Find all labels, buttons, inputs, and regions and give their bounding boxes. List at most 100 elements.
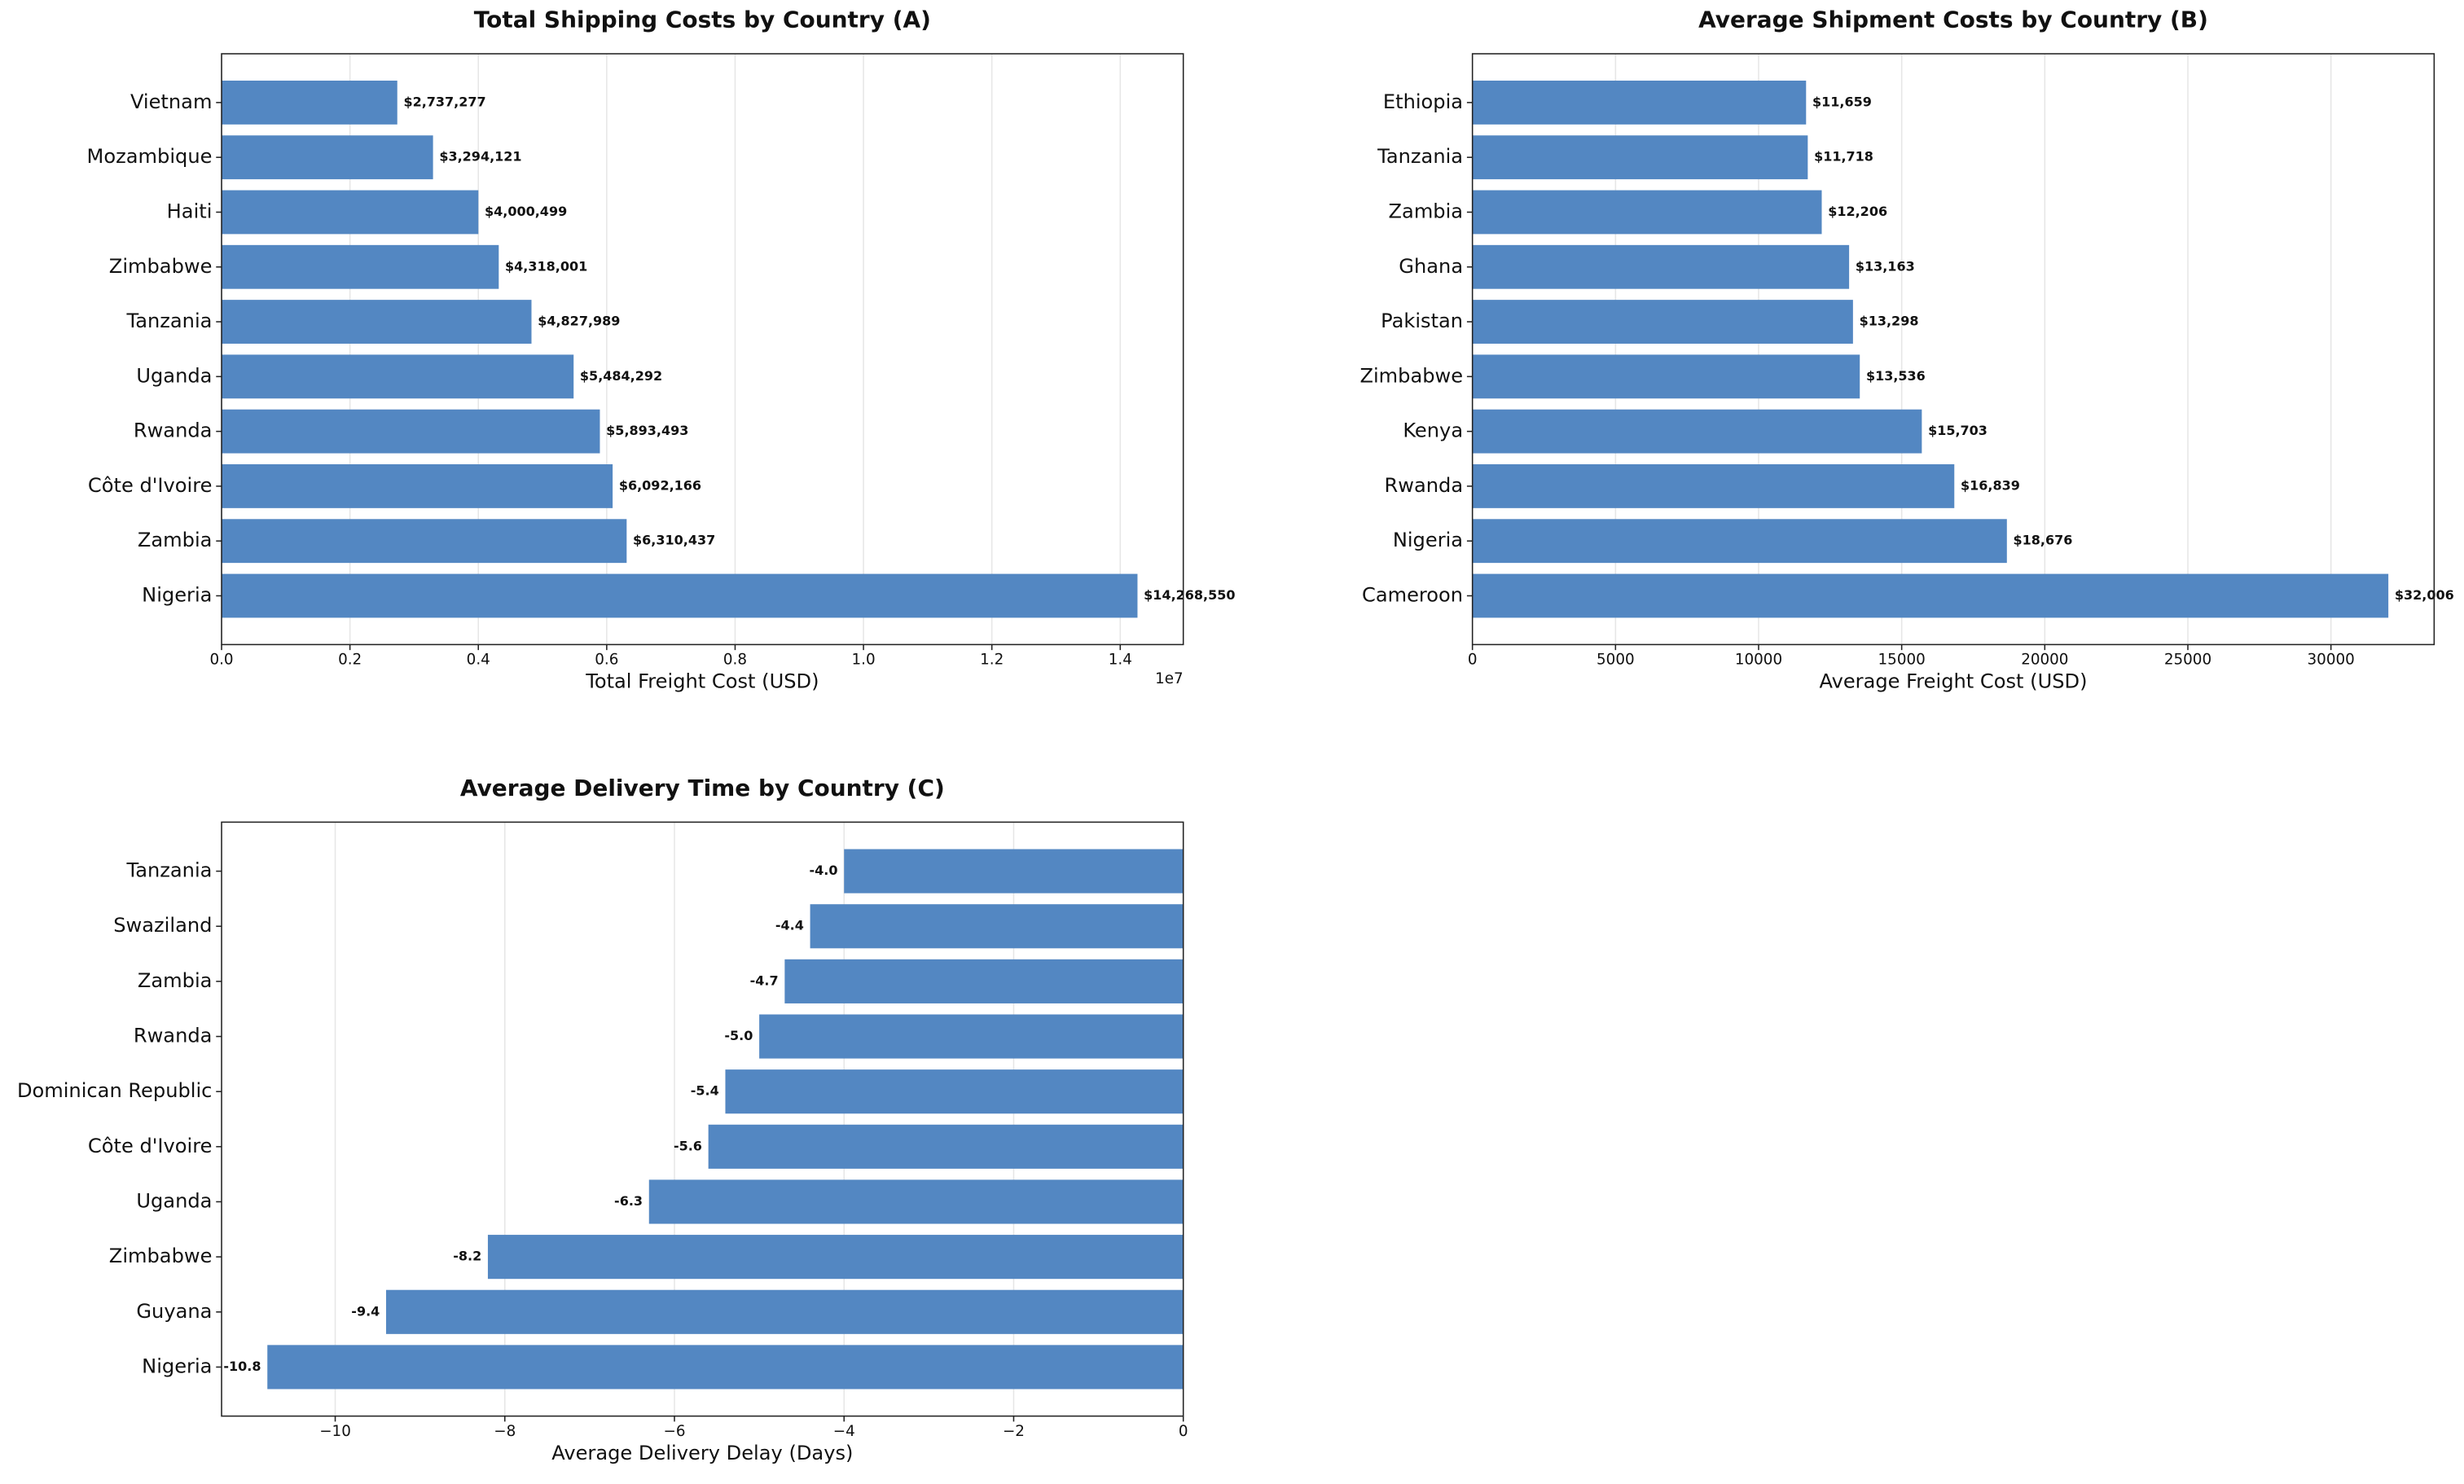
y-tick-label: Pakistan [1381,310,1463,332]
x-axis-label: Average Freight Cost (USD) [1820,670,2088,693]
value-label: $13,163 [1856,258,1915,274]
plot-frame [1471,53,2435,646]
value-label: -5.0 [724,1028,753,1043]
value-label: $11,659 [1812,94,1872,109]
value-label: -10.8 [223,1359,261,1374]
bar [725,1069,1184,1114]
bar [222,244,499,289]
y-tick-label: Haiti [167,200,213,222]
y-tick-label: Tanzania [1377,145,1463,168]
x-tick-label: 0.4 [467,652,490,669]
bar [222,300,532,344]
value-label: -8.2 [453,1249,481,1264]
value-label: -9.4 [351,1303,380,1319]
bar [1472,244,1850,289]
y-tick-label: Ghana [1399,255,1463,278]
value-label: $6,310,437 [633,533,715,548]
bar [222,80,397,125]
bar [1472,300,1853,344]
value-label: -5.6 [674,1138,702,1153]
value-label: $5,484,292 [580,368,662,384]
value-label: $14,268,550 [1144,587,1235,603]
bar [1472,80,1807,125]
y-tick-label: Kenya [1403,419,1463,442]
bar [222,409,600,454]
y-tick-label: Vietnam [130,90,213,113]
x-tick-label: 0.0 [209,652,233,669]
value-label: $2,737,277 [403,94,485,109]
x-tick-label: −8 [494,1423,516,1440]
y-tick-label: Zimbabwe [109,255,213,278]
value-label: -4.0 [810,863,838,878]
value-label: $11,718 [1814,149,1873,165]
x-tick-label: −10 [319,1423,351,1440]
value-label: $15,703 [1928,423,1987,438]
bar [844,849,1184,893]
value-label: $13,298 [1860,314,1919,329]
x-tick-label: 25000 [2164,652,2211,669]
x-tick-label: 0 [1468,652,1478,669]
y-tick-label: Rwanda [134,419,213,442]
x-tick-label: 0.8 [723,652,747,669]
x-axis-label: Average Delivery Delay (Days) [551,1442,853,1464]
x-tick-label: 5000 [1597,652,1635,669]
value-label: $12,206 [1828,204,1887,219]
plot-frame [221,53,1184,646]
x-tick-label: −4 [833,1423,855,1440]
y-tick-label: Côte d'Ivoire [88,1135,213,1157]
y-tick-label: Rwanda [1384,474,1463,497]
x-tick-label: 20000 [2021,652,2068,669]
bar [1472,135,1808,180]
bar [222,519,627,564]
bar [222,135,433,180]
value-label: -4.4 [775,918,804,933]
value-label: $3,294,121 [439,149,521,165]
value-label: $4,318,001 [505,258,587,274]
x-axis-label: Total Freight Cost (USD) [585,670,819,693]
y-tick-label: Mozambique [87,145,213,168]
value-label: $13,536 [1866,368,1926,384]
x-tick-label: −6 [663,1423,685,1440]
chart-title: Average Delivery Time by Country (C) [460,775,945,801]
y-tick-label: Dominican Republic [17,1079,213,1102]
value-label: $6,092,166 [619,477,701,493]
y-tick-label: Zimbabwe [109,1245,213,1267]
bar [1472,409,1922,454]
bar [648,1179,1184,1224]
y-tick-label: Guyana [136,1300,212,1323]
bar [222,190,479,235]
value-label: $5,893,493 [606,423,688,438]
value-label: $32,006 [2395,587,2454,603]
y-tick-label: Swaziland [113,914,212,937]
chart-title: Total Shipping Costs by Country (A) [474,6,931,33]
chart-title: Average Shipment Costs by Country (B) [1698,6,2208,33]
y-tick-label: Cameroon [1362,584,1463,607]
value-label: $18,676 [2014,533,2073,548]
value-label: $4,827,989 [538,314,620,329]
x-tick-label: 15000 [1878,652,1926,669]
y-tick-label: Nigeria [142,1354,212,1377]
x-tick-label: 0.6 [595,652,618,669]
value-label: -6.3 [614,1193,643,1209]
y-tick-label: Zambia [1389,200,1464,222]
bar [784,959,1184,1003]
x-tick-label: 0.2 [338,652,362,669]
value-label: -5.4 [691,1083,719,1099]
x-tick-label: −2 [1003,1423,1025,1440]
y-tick-label: Nigeria [1393,529,1463,551]
x-tick-label: 1.2 [980,652,1004,669]
value-label: -4.7 [750,973,779,988]
y-tick-label: Tanzania [125,310,212,332]
y-tick-label: Ethiopia [1383,90,1463,113]
bar [267,1345,1184,1390]
x-tick-label: 10000 [1735,652,1782,669]
x-offset-label: 1e7 [1155,670,1184,687]
bar [759,1014,1184,1059]
y-tick-label: Zambia [138,969,213,992]
bar [222,354,574,399]
value-label: $16,839 [1961,477,2020,493]
y-tick-label: Rwanda [134,1025,213,1047]
bar [386,1289,1184,1334]
bar [1472,573,2389,618]
value-label: $4,000,499 [485,204,567,219]
